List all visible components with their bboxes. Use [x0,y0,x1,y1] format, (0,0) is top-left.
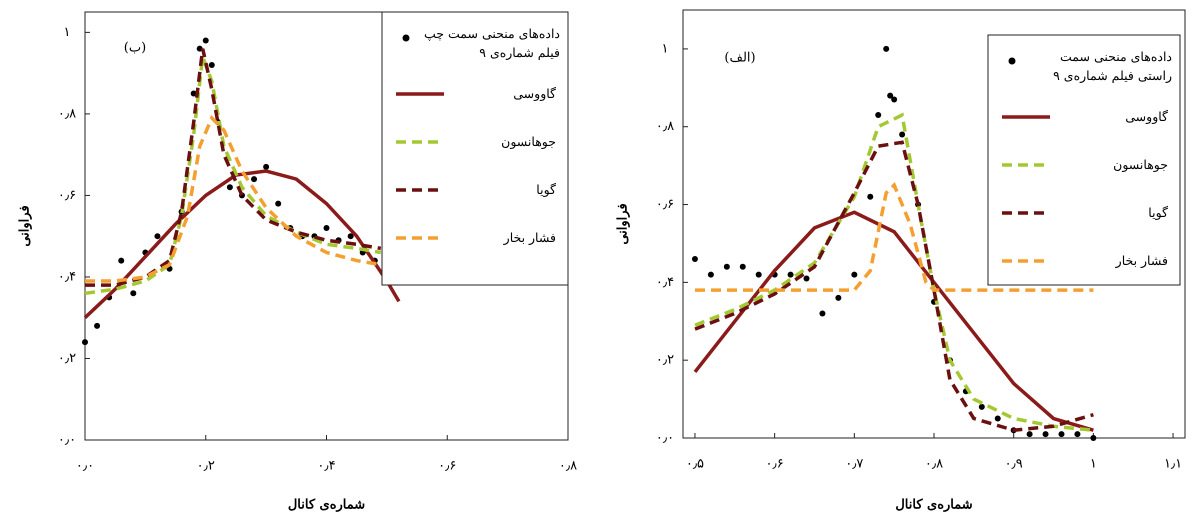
legend-box [987,34,1181,286]
data-point [118,257,125,264]
y-tick-label: ۰٫۸ [656,119,674,134]
data-point [899,131,906,138]
x-tick-label: ۰٫۹ [1005,457,1023,472]
y-tick-label: ۰٫۲ [58,351,76,366]
data-point [691,256,698,263]
series-line [694,140,1094,432]
series-line [694,112,1094,432]
data-point [154,233,161,240]
legend-entry: گاووسی [1125,109,1168,124]
data-point [1042,431,1049,438]
panel-label: (الف) [724,51,755,66]
data-point [803,275,810,282]
data-point [196,45,203,52]
legend-entry: جوهانسون [1113,157,1168,172]
series-line [83,169,401,319]
data-point [251,176,258,183]
x-tick-label: ۰٫۸ [559,459,577,474]
legend-entry: جوهانسون [501,134,556,149]
series-line [695,182,1094,292]
series-line [84,56,382,296]
legend-entry: فشار بخار [503,230,556,245]
legend-label: گویا [536,182,556,197]
legend-label: جوهانسون [1113,157,1168,172]
data-point [82,339,88,346]
y-tick-label: ۰٫۴ [58,269,76,284]
data-point [707,271,714,278]
data-point [739,263,746,270]
x-axis-title: شماره‌ی کانال [895,498,972,513]
y-tick-label: ۰٫۰ [656,431,674,446]
y-axis-title: فراوانی [18,205,33,246]
data-point [323,225,330,232]
data-point [202,37,209,44]
y-tick-label: ۱ [662,41,669,56]
x-tick-label: ۰٫۵ [686,457,704,472]
y-axis-title: فراوانی [616,203,631,244]
data-point [1058,431,1065,438]
data-point [883,45,890,52]
y-tick-label: ۱ [64,25,71,40]
legend-label: گویا [1148,205,1168,220]
x-tick-label: ۰٫۸ [925,457,943,472]
x-tick-label: ۱٫۱ [1164,457,1182,472]
series-line [693,210,1094,432]
x-axis-title: شماره‌ی کانال [288,498,365,513]
legend-entry: داده‌های منحنی سمت چپ فیلم شماره‌ی ۹ [424,26,560,60]
legend-entry: فشار بخار [1115,253,1168,268]
legend-label: داده‌های منحنی سمت راستی فیلم شماره‌ی ۹ [1053,49,1172,83]
data-point [347,233,354,240]
data-point [723,263,730,270]
data-point [867,193,874,200]
legend-marker [402,34,410,42]
data-point [887,92,894,99]
data-point [208,61,215,68]
data-point [1090,435,1097,441]
x-tick-label: ۰٫۶ [438,459,456,474]
data-point [994,415,1001,422]
legend-entry: گویا [1148,205,1168,220]
y-tick-label: ۰٫۶ [656,197,674,212]
x-tick-label: ۰٫۴ [317,459,335,474]
data-point [1026,431,1033,438]
data-point [1074,431,1081,438]
data-point [94,322,101,329]
data-point [875,112,882,119]
y-tick-label: ۰٫۶ [58,188,76,203]
data-point [755,271,762,278]
legend-label: داده‌های منحنی سمت چپ فیلم شماره‌ی ۹ [424,26,560,60]
x-tick-label: ۰٫۰ [76,459,94,474]
legend-entry: داده‌های منحنی سمت راستی فیلم شماره‌ی ۹ [1053,49,1172,83]
x-tick-label: ۰٫۶ [766,457,784,472]
legend-label: گاووسی [1125,109,1168,124]
data-point [891,96,898,103]
data-point [835,294,842,301]
y-tick-label: ۰٫۰ [58,433,76,448]
panel-label: (ب) [124,41,146,56]
legend-entry: گویا [536,182,556,197]
legend-label: گاووسی [513,86,556,101]
data-point [978,403,985,410]
legend-label: فشار بخار [1115,253,1168,268]
y-tick-label: ۰٫۲ [656,353,674,368]
series-line [85,114,382,283]
data-point [275,200,282,207]
data-point [226,184,233,191]
x-tick-label: ۰٫۷ [845,457,863,472]
legend-marker [1008,57,1016,65]
legend-label: فشار بخار [503,230,556,245]
y-tick-label: ۰٫۴ [656,275,674,290]
legend-entry: گاووسی [513,86,556,101]
x-tick-label: ۰٫۲ [197,459,215,474]
data-point [851,271,858,278]
data-point [130,290,137,297]
data-point [819,310,826,317]
data-point [787,271,794,278]
data-point [190,90,197,97]
data-point [263,163,270,170]
legend-label: جوهانسون [501,134,556,149]
y-tick-label: ۰٫۸ [58,106,76,121]
x-tick-label: ۱ [1090,457,1097,472]
